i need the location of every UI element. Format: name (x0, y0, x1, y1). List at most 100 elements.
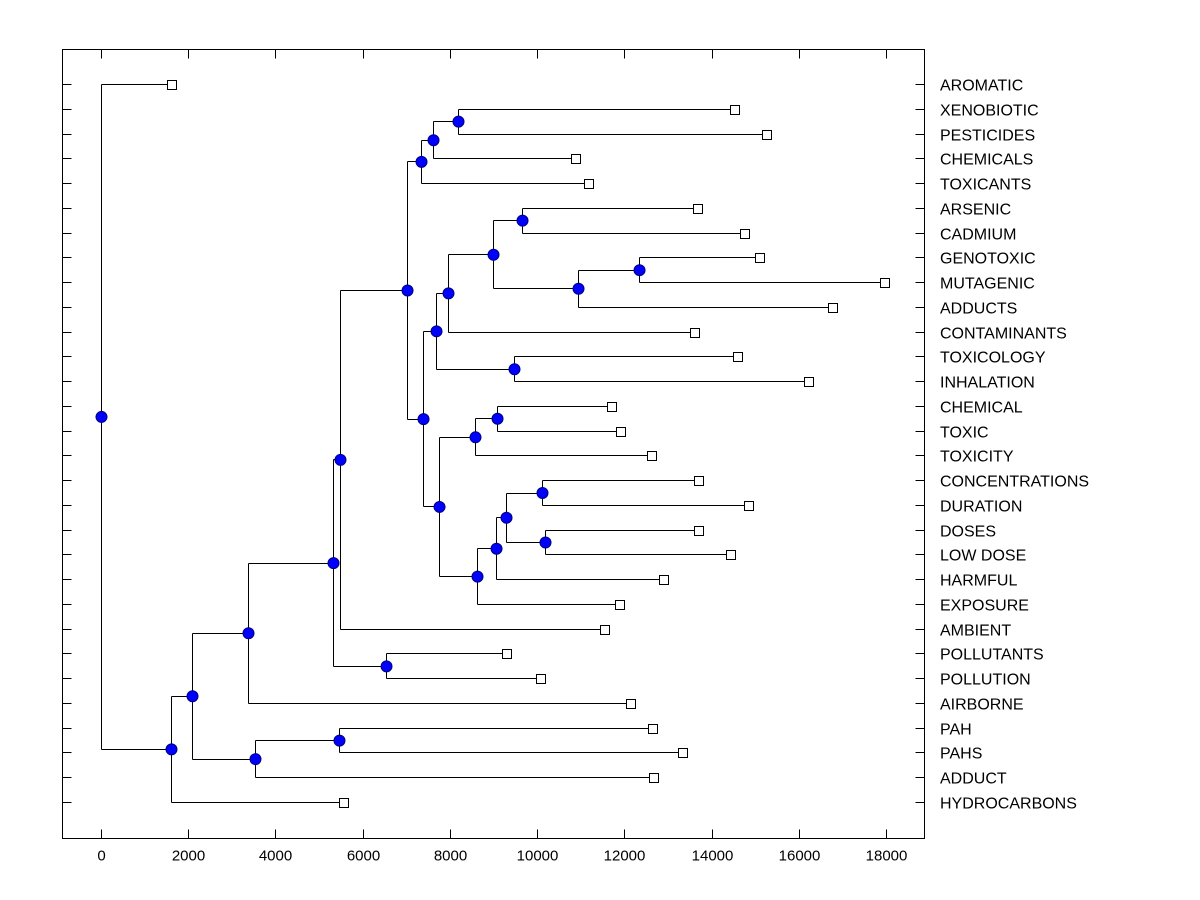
leaf-label: CONTAMINANTS (940, 326, 1067, 343)
leaf-node-marker (755, 253, 765, 263)
leaf-node-marker (733, 352, 743, 362)
internal-node-marker (539, 536, 552, 549)
internal-node-marker (469, 431, 482, 444)
leaf-label: TOXICOLOGY (940, 350, 1046, 367)
leaf-label: TOXIC (940, 425, 989, 442)
leaf-node-marker (678, 748, 688, 758)
internal-node-marker (249, 753, 262, 766)
leaf-node-marker (690, 328, 700, 338)
leaf-label: DOSES (940, 524, 996, 541)
internal-node-marker (415, 155, 428, 168)
leaf-node-marker (693, 204, 703, 214)
internal-node-marker (242, 627, 255, 640)
leaf-label: EXPOSURE (940, 598, 1029, 615)
leaf-label: INHALATION (940, 375, 1035, 392)
internal-node-marker (500, 511, 513, 524)
internal-node-marker (417, 413, 430, 426)
leaf-label: HARMFUL (940, 573, 1017, 590)
leaf-node-marker (607, 402, 617, 412)
internal-node-marker (334, 453, 347, 466)
leaf-node-marker (571, 154, 581, 164)
leaf-label: TOXICITY (940, 449, 1014, 466)
leaf-label: HYDROCARBONS (940, 796, 1077, 813)
leaf-node-marker (616, 427, 626, 437)
internal-node-marker (452, 115, 465, 128)
leaf-node-marker (730, 105, 740, 115)
leaf-label: PAH (940, 722, 972, 739)
internal-node-marker (327, 557, 340, 570)
leaf-label: GENOTOXIC (940, 251, 1036, 268)
leaf-node-marker (828, 303, 838, 313)
x-axis-tick-labels: 0 2000 4000 6000 8000 10000 12000 14000 16000 180… (97, 848, 907, 865)
leaf-label: MUTAGENIC (940, 276, 1035, 293)
internal-node-marker (427, 134, 440, 147)
leaf-node-marker (584, 179, 594, 189)
x-tick-label: 0 (97, 848, 105, 865)
leaf-label: POLLUTION (940, 672, 1031, 689)
internal-node-marker (490, 542, 503, 555)
leaf-markers (167, 80, 890, 808)
x-tick-label: 10000 (517, 848, 559, 865)
internal-node-marker (430, 325, 443, 338)
internal-node-marker (572, 282, 585, 295)
leaf-node-marker (502, 649, 512, 659)
x-tick-label: 16000 (779, 848, 821, 865)
internal-node-marker (471, 570, 484, 583)
internal-node-marker (508, 363, 521, 376)
x-tick-label: 14000 (692, 848, 734, 865)
x-axis-ticks (101, 49, 887, 839)
leaf-label: ADDUCTS (940, 301, 1017, 318)
leaf-label: LOW DOSE (940, 548, 1026, 565)
leaf-node-marker (694, 526, 704, 536)
leaf-label: AROMATIC (940, 78, 1023, 95)
x-tick-label: 6000 (347, 848, 380, 865)
leaf-node-marker (726, 550, 736, 560)
leaf-node-marker (762, 130, 772, 140)
internal-node-marker (491, 412, 504, 425)
leaf-label: ADDUCT (940, 771, 1007, 788)
internal-node-marker (380, 660, 393, 673)
internal-node-marker (165, 743, 178, 756)
leaf-label: CADMIUM (940, 227, 1016, 244)
leaf-node-marker (339, 798, 349, 808)
leaf-node-marker (880, 278, 890, 288)
internal-node-marker (433, 500, 446, 513)
leaf-label: ARSENIC (940, 202, 1011, 219)
internal-node-marker (487, 248, 500, 261)
leaf-node-marker (167, 80, 177, 90)
leaf-node-marker (615, 600, 625, 610)
leaf-node-marker (649, 773, 659, 783)
internal-node-marker (333, 734, 346, 747)
leaf-label: AMBIENT (940, 623, 1011, 640)
leaf-label: PAHS (940, 746, 982, 763)
internal-node-marker (186, 690, 199, 703)
internal-node-marker (442, 287, 455, 300)
leaf-node-marker (659, 575, 669, 585)
leaf-node-marker (648, 724, 658, 734)
leaf-label: CHEMICAL (940, 400, 1023, 417)
leaf-node-marker (536, 674, 546, 684)
leaf-node-marker (804, 377, 814, 387)
internal-node-markers (95, 115, 646, 766)
internal-node-marker (516, 214, 529, 227)
leaf-node-marker (740, 229, 750, 239)
leaf-label: CONCENTRATIONS (940, 474, 1089, 491)
leaf-label: TOXICANTS (940, 177, 1031, 194)
leaf-label: POLLUTANTS (940, 647, 1044, 664)
leaf-node-marker (647, 451, 657, 461)
dendrogram-branches (101, 84, 885, 803)
leaf-label: CHEMICALS (940, 152, 1033, 169)
leaf-node-marker (626, 699, 636, 709)
leaf-label: AIRBORNE (940, 697, 1024, 714)
x-tick-label: 2000 (172, 848, 205, 865)
y-axis-ticks (62, 84, 925, 803)
leaf-label: XENOBIOTIC (940, 103, 1039, 120)
leaf-node-marker (694, 476, 704, 486)
plot-frame (62, 49, 925, 839)
internal-node-marker (633, 264, 646, 277)
leaf-labels: AROMATIC XENOBIOTIC PESTICIDES CHEMICALS TOX… (940, 78, 1089, 813)
leaf-node-marker (600, 625, 610, 635)
internal-node-marker (401, 284, 414, 297)
leaf-label: PESTICIDES (940, 128, 1035, 145)
